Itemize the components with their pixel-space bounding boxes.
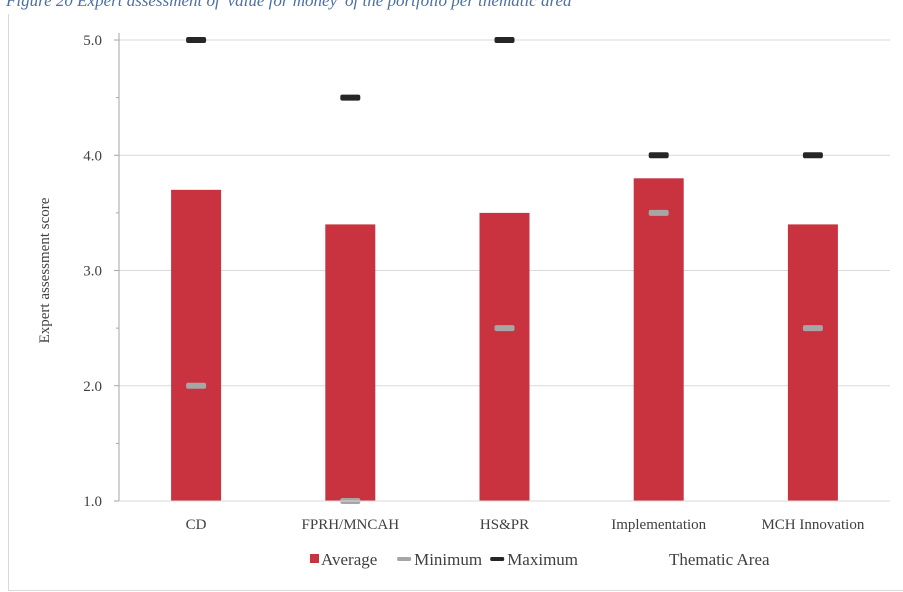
- x-tick-label: MCH Innovation: [761, 517, 864, 533]
- y-tick-label: 5.0: [83, 33, 102, 49]
- markers: [186, 37, 823, 504]
- legend-swatch-average: [310, 554, 319, 563]
- x-tick-label: HS&PR: [480, 517, 529, 533]
- x-tick-label: FPRH/MNCAH: [302, 517, 400, 533]
- chart-frame: [8, 14, 903, 591]
- legend-swatch-maximum: [490, 557, 505, 561]
- figure-caption: Figure 20 Expert assessment of 'value fo…: [6, 0, 572, 10]
- bar-average: [479, 212, 530, 501]
- maximum-marker: [186, 37, 207, 43]
- legend: Average Minimum Maximum: [310, 550, 578, 569]
- y-tick-label: 3.0: [83, 264, 102, 280]
- y-tick-label: 4.0: [83, 148, 102, 164]
- x-axis-title: Thematic Area: [669, 550, 770, 569]
- minimum-marker: [186, 382, 207, 389]
- bar-average: [787, 224, 838, 501]
- maximum-marker: [494, 37, 515, 43]
- x-tick-label: Implementation: [611, 517, 706, 533]
- minimum-marker: [494, 325, 515, 332]
- minimum-marker: [802, 325, 823, 332]
- y-axis-title: Expert assessment score: [37, 197, 53, 343]
- axes: 1.0 2.0 3.0 4.0 5.0 CD FPRH/MNCAH HS&PR Implemen…: [83, 33, 890, 533]
- legend-label-maximum: Maximum: [507, 550, 578, 569]
- y-tick-label: 2.0: [83, 379, 102, 395]
- maximum-marker: [648, 152, 669, 159]
- bar-average: [325, 224, 376, 501]
- bars: [171, 178, 838, 502]
- legend-swatch-minimum: [397, 557, 412, 561]
- legend-label-minimum: Minimum: [414, 550, 482, 569]
- maximum-marker: [802, 152, 823, 159]
- x-tick-label: CD: [186, 517, 207, 533]
- maximum-marker: [340, 94, 361, 101]
- legend-label-average: Average: [321, 550, 377, 569]
- bar-average: [633, 178, 684, 502]
- y-tick-label: 1.0: [83, 494, 102, 510]
- minimum-marker: [648, 209, 669, 216]
- bar-average: [171, 189, 222, 501]
